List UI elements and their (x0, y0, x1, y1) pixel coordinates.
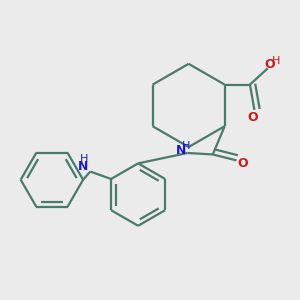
Text: O: O (248, 111, 258, 124)
Text: O: O (237, 158, 248, 170)
Text: H: H (182, 141, 190, 152)
Text: N: N (176, 144, 186, 157)
Text: O: O (265, 58, 275, 71)
Text: N: N (78, 160, 88, 173)
Text: H: H (272, 56, 280, 66)
Text: H: H (80, 154, 88, 164)
